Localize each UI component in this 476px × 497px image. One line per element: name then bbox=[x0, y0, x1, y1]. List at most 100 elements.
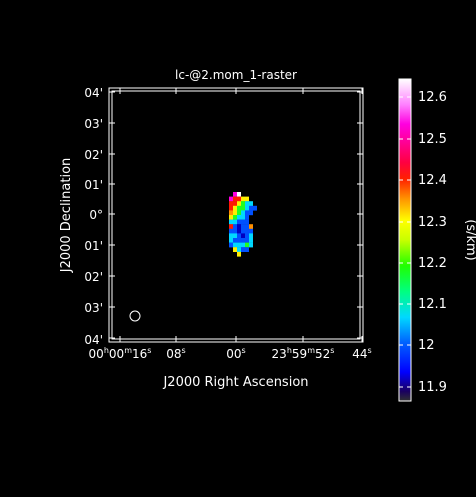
plot-title: lc-@2.mom_1-raster bbox=[175, 68, 297, 82]
raster-pixel bbox=[233, 228, 237, 234]
raster-pixel bbox=[245, 224, 249, 229]
y-tick-label: 03' bbox=[84, 301, 103, 315]
y-tick-label: 02' bbox=[84, 270, 103, 284]
raster-pixel bbox=[229, 196, 233, 202]
raster-pixel bbox=[233, 242, 237, 248]
raster-pixel bbox=[249, 201, 253, 206]
raster-pixel bbox=[245, 247, 249, 252]
raster-pixel bbox=[229, 242, 233, 248]
y-tick-label: 0° bbox=[89, 208, 103, 222]
colorbar-tick-label: 12.2 bbox=[418, 256, 447, 271]
raster-pixel bbox=[245, 233, 249, 239]
x-tick-label: 08s bbox=[166, 346, 185, 361]
raster-pixel bbox=[237, 192, 241, 197]
raster-pixel bbox=[237, 242, 241, 248]
raster-pixel bbox=[233, 247, 237, 252]
y-axis-tick-marks bbox=[109, 91, 363, 339]
y-tick-label: 03' bbox=[84, 117, 103, 131]
raster-pixel bbox=[245, 242, 249, 248]
raster-pixel bbox=[229, 205, 233, 211]
raster-pixel bbox=[233, 192, 237, 197]
raster-pixel bbox=[237, 251, 241, 257]
y-axis-label: J2000 Declination bbox=[59, 158, 74, 274]
raster-pixel bbox=[233, 205, 237, 211]
raster-pixel bbox=[241, 196, 245, 202]
raster-pixel bbox=[249, 242, 253, 248]
raster-pixel bbox=[245, 228, 249, 234]
raster-pixel bbox=[241, 233, 245, 239]
raster-pixel bbox=[241, 224, 245, 229]
raster-pixel bbox=[237, 205, 241, 211]
raster-pixel bbox=[241, 201, 245, 206]
x-tick-label: 44s bbox=[352, 346, 371, 361]
raster-pixel bbox=[233, 215, 237, 220]
y-axis-tick-labels: 04' 03' 02' 01' 0° 01' 02' 03' 04' bbox=[84, 86, 103, 347]
raster-pixel bbox=[233, 196, 237, 202]
x-tick-label: 00h00m16s bbox=[89, 346, 152, 361]
raster-pixel bbox=[241, 247, 245, 252]
raster-pixel bbox=[245, 196, 249, 202]
raster-pixel bbox=[245, 210, 249, 216]
raster-pixel bbox=[237, 238, 241, 243]
colorbar-tick-label: 12 bbox=[418, 338, 435, 353]
raster-pixel bbox=[237, 228, 241, 234]
raster-pixel bbox=[237, 224, 241, 229]
raster-pixel bbox=[249, 210, 253, 216]
raster-pixel bbox=[237, 210, 241, 216]
y-tick-label: 04' bbox=[84, 86, 103, 100]
colorbar-tick-label: 12.3 bbox=[418, 215, 447, 230]
colorbar-tick-label: 12.4 bbox=[418, 173, 447, 188]
raster-pixel bbox=[229, 233, 233, 239]
colorbar-tick-label: 11.9 bbox=[418, 380, 447, 395]
raster-pixel bbox=[237, 233, 241, 239]
raster-pixel bbox=[249, 238, 253, 243]
raster-pixel bbox=[237, 219, 241, 225]
y-tick-label: 01' bbox=[84, 239, 103, 253]
raster-pixel bbox=[237, 247, 241, 252]
raster-pixel bbox=[229, 215, 233, 220]
raster-pixel bbox=[229, 224, 233, 229]
raster-pixel bbox=[245, 205, 249, 211]
raster-pixel bbox=[229, 210, 233, 216]
x-axis-label: J2000 Right Ascension bbox=[162, 375, 308, 390]
raster-pixel bbox=[233, 238, 237, 243]
colorbar-tick-label: 12.1 bbox=[418, 297, 447, 312]
raster-pixel bbox=[241, 228, 245, 234]
colorbar[interactable] bbox=[398, 78, 412, 402]
x-axis-tick-labels: 00h00m16s 08s 00s 23h59m52s 44s bbox=[89, 346, 372, 361]
raster-pixel bbox=[229, 201, 233, 206]
raster-pixel bbox=[233, 210, 237, 216]
raster-pixel bbox=[249, 228, 253, 234]
raster-pixel bbox=[233, 224, 237, 229]
raster-pixel bbox=[237, 201, 241, 206]
colorbar-tick-label: 12.5 bbox=[418, 132, 447, 147]
raster-pixel bbox=[241, 219, 245, 225]
raster-pixel bbox=[245, 201, 249, 206]
colorbar-tick-label: 12.6 bbox=[418, 90, 447, 105]
x-tick-label: 23h59m52s bbox=[272, 346, 335, 361]
raster-pixel bbox=[229, 238, 233, 243]
raster-pixel bbox=[241, 215, 245, 220]
raster-pixel bbox=[245, 238, 249, 243]
moment-map-raster[interactable] bbox=[229, 192, 257, 257]
raster-pixel bbox=[245, 215, 249, 220]
colorbar-tick-marks bbox=[399, 96, 411, 388]
colorbar-unit-label: (s/km) bbox=[463, 219, 476, 261]
raster-pixel bbox=[245, 219, 249, 225]
raster-pixel bbox=[241, 242, 245, 248]
raster-pixel bbox=[233, 233, 237, 239]
y-tick-label: 04' bbox=[84, 333, 103, 347]
raster-pixel bbox=[237, 215, 241, 220]
beam-ellipse-icon bbox=[129, 310, 141, 322]
raster-pixel bbox=[237, 196, 241, 202]
raster-pixel bbox=[241, 210, 245, 216]
raster-pixel bbox=[249, 205, 253, 211]
raster-pixel bbox=[233, 201, 237, 206]
raster-pixel bbox=[241, 205, 245, 211]
raster-pixel bbox=[229, 219, 233, 225]
raster-pixel bbox=[241, 238, 245, 243]
raster-pixel bbox=[229, 228, 233, 234]
raster-pixel bbox=[253, 205, 257, 211]
x-tick-label: 00s bbox=[226, 346, 245, 361]
